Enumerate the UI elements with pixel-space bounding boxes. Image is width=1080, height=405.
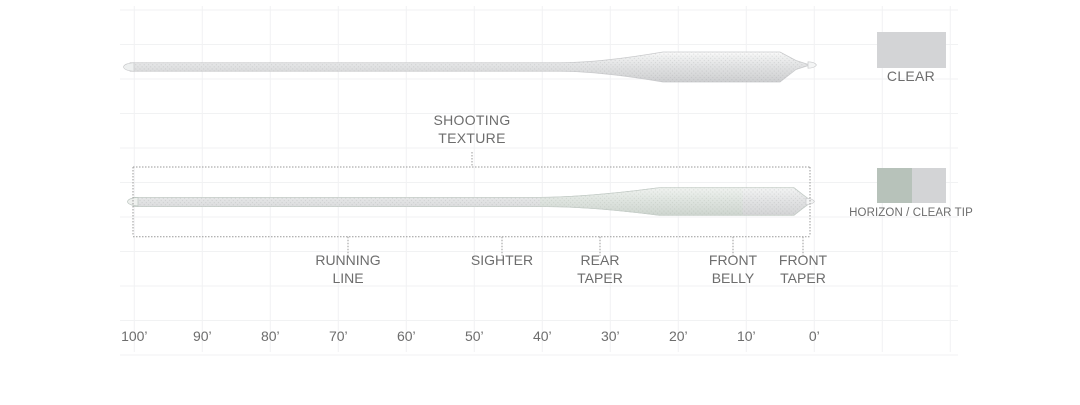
svg-text:CLEAR: CLEAR bbox=[887, 68, 935, 84]
svg-text:0’: 0’ bbox=[809, 328, 820, 344]
svg-text:10’: 10’ bbox=[737, 328, 756, 344]
svg-text:HORIZON / CLEAR TIP: HORIZON / CLEAR TIP bbox=[849, 207, 973, 219]
svg-text:20’: 20’ bbox=[669, 328, 688, 344]
svg-text:50’: 50’ bbox=[465, 328, 484, 344]
svg-text:90’: 90’ bbox=[193, 328, 212, 344]
svg-text:60’: 60’ bbox=[397, 328, 416, 344]
svg-text:FRONT: FRONT bbox=[709, 252, 758, 268]
svg-text:RUNNING: RUNNING bbox=[315, 252, 380, 268]
svg-text:LINE: LINE bbox=[332, 270, 363, 286]
svg-text:100’: 100’ bbox=[121, 328, 147, 344]
svg-text:REAR: REAR bbox=[581, 252, 620, 268]
svg-text:SHOOTING: SHOOTING bbox=[433, 112, 510, 128]
svg-text:TAPER: TAPER bbox=[577, 270, 623, 286]
svg-text:TEXTURE: TEXTURE bbox=[438, 130, 505, 146]
svg-text:40’: 40’ bbox=[533, 328, 552, 344]
svg-text:30’: 30’ bbox=[601, 328, 620, 344]
svg-text:70’: 70’ bbox=[329, 328, 348, 344]
svg-text:FRONT: FRONT bbox=[779, 252, 828, 268]
svg-text:TAPER: TAPER bbox=[780, 270, 826, 286]
svg-text:BELLY: BELLY bbox=[712, 270, 755, 286]
svg-text:SIGHTER: SIGHTER bbox=[471, 252, 533, 268]
svg-text:80’: 80’ bbox=[261, 328, 280, 344]
